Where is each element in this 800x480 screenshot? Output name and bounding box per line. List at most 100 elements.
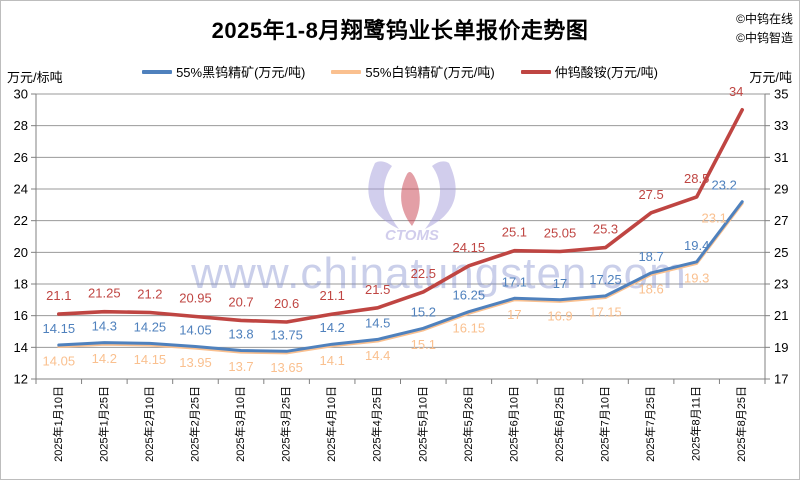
- x-axis-tick-label: 2025年7月25日: [643, 386, 657, 462]
- watermark-logo: CTOMS: [368, 161, 456, 244]
- left-axis-tick-label: 14: [14, 340, 28, 355]
- right-axis-tick-label: 31: [774, 150, 788, 165]
- data-label: 16.25: [453, 288, 486, 303]
- x-axis-labels: 2025年1月10日 2025年1月25日 2025年2月10日 2025年2月25日…: [51, 386, 748, 462]
- data-label: 21.1: [46, 288, 71, 303]
- left-axis-tick-label: 24: [14, 182, 28, 197]
- data-label: 21.25: [88, 286, 121, 301]
- data-label: 23.1: [702, 210, 727, 225]
- right-axis: 17 19 21 23 25 27 29 31 33 35: [765, 87, 788, 387]
- data-label: 19.3: [684, 270, 709, 285]
- left-axis-tick-label: 26: [14, 150, 28, 165]
- legend-label-1: 55%白钨精矿(万元/吨): [365, 65, 495, 80]
- data-label: 16.9: [547, 308, 572, 323]
- legend-item-2: 仲钨酸铵(万元/吨): [520, 62, 658, 81]
- x-axis-tick-label: 2025年3月25日: [279, 386, 293, 462]
- x-axis-tick-label: 2025年2月10日: [142, 386, 156, 462]
- data-label: 14.4: [365, 348, 390, 363]
- data-label: 13.75: [270, 327, 303, 342]
- left-axis-tick-label: 22: [14, 213, 28, 228]
- data-label: 27.5: [638, 187, 663, 202]
- data-label: 18.7: [638, 249, 663, 264]
- right-axis-tick-label: 25: [774, 245, 788, 260]
- data-label: 34: [729, 84, 743, 99]
- data-label: 13.65: [270, 360, 303, 375]
- legend-item-0: 55%黑钨精矿(万元/吨): [142, 62, 305, 81]
- data-label: 14.2: [320, 320, 345, 335]
- x-axis-tick-label: 2025年6月10日: [506, 386, 520, 462]
- x-axis-tick-label: 2025年6月25日: [552, 386, 566, 462]
- right-axis-tick-label: 33: [774, 118, 788, 133]
- x-axis-tick-label: 2025年7月10日: [598, 386, 612, 462]
- x-axis-tick-label: 2025年3月10日: [233, 386, 247, 462]
- x-axis-tick-label: 2025年5月26日: [461, 386, 475, 462]
- data-label: 21.2: [137, 287, 162, 302]
- right-axis-tick-label: 19: [774, 340, 788, 355]
- logo-center-flame: [401, 171, 420, 226]
- right-axis-tick-label: 35: [774, 87, 788, 102]
- data-label: 17: [553, 276, 567, 291]
- data-label: 14.05: [43, 354, 76, 369]
- legend-swatch-1: [331, 69, 362, 74]
- left-axis-tick-label: 16: [14, 308, 28, 323]
- credit-line-2: ©中钨智造: [736, 30, 793, 45]
- left-axis-tick-label: 12: [14, 372, 28, 387]
- data-label: 17.25: [589, 272, 622, 287]
- x-axis-tick-label: 2025年4月10日: [324, 386, 338, 462]
- legend-label-0: 55%黑钨精矿(万元/吨): [176, 65, 306, 80]
- data-label: 14.1: [320, 353, 345, 368]
- legend-label-2: 仲钨酸铵(万元/吨): [554, 65, 658, 80]
- legend-swatch-2: [520, 69, 551, 74]
- data-label: 20.95: [179, 291, 212, 306]
- logo-right-petal: [425, 161, 456, 229]
- chart-title: 2025年1-8月翔鹭钨业长单报价走势图: [211, 18, 589, 43]
- right-axis-tick-label: 27: [774, 213, 788, 228]
- watermark-text: www.chinatungsten.com: [190, 249, 686, 298]
- data-label: 14.3: [92, 319, 117, 334]
- left-axis-unit-label: 万元/标吨: [7, 70, 63, 85]
- logo-left-petal: [368, 161, 399, 229]
- right-axis-tick-label: 23: [774, 277, 788, 292]
- data-label: 21.5: [365, 282, 390, 297]
- x-axis-tick-label: 2025年8月25日: [734, 386, 748, 462]
- legend-swatch-0: [142, 69, 173, 74]
- data-labels-1: 14.05 14.2 14.15 13.95 13.7 13.65 14.1 14.4 15.1…: [43, 210, 727, 375]
- data-label: 13.95: [179, 355, 212, 370]
- x-axis-tick-label: 2025年2月25日: [187, 386, 201, 462]
- data-label: 24.15: [453, 240, 486, 255]
- credit-line-1: ©中钨在线: [736, 12, 793, 26]
- data-label: 14.2: [92, 351, 117, 366]
- data-label: 15.1: [411, 337, 436, 352]
- right-axis-unit-label: 万元/吨: [749, 70, 792, 85]
- data-label: 22.5: [411, 266, 436, 281]
- data-label: 17.1: [502, 274, 527, 289]
- x-axis-tick-label: 2025年4月25日: [370, 386, 384, 462]
- data-label: 23.2: [712, 178, 737, 193]
- data-label: 14.15: [134, 352, 167, 367]
- data-label: 20.7: [228, 294, 253, 309]
- series-line-2: [56, 108, 745, 324]
- data-label: 20.6: [274, 296, 299, 311]
- data-label: 13.8: [228, 327, 253, 342]
- right-axis-tick-label: 17: [774, 372, 788, 387]
- data-label: 18.6: [638, 282, 663, 297]
- data-label: 14.15: [43, 321, 76, 336]
- data-label: 13.7: [228, 359, 253, 374]
- logo-text: CTOMS: [385, 227, 439, 244]
- series-line-0: [57, 200, 744, 353]
- data-labels-2: 21.1 21.25 21.2 20.95 20.7 20.6 21.1 21.5 22.5 24…: [46, 84, 743, 311]
- data-label: 14.05: [179, 323, 212, 338]
- data-label: 21.1: [320, 288, 345, 303]
- data-label: 28.5: [684, 171, 709, 186]
- chart-legend: 55%黑钨精矿(万元/吨) 55%白钨精矿(万元/吨) 仲钨酸铵(万元/吨): [1, 62, 799, 81]
- data-label: 15.2: [411, 304, 436, 319]
- data-label: 17: [507, 307, 521, 322]
- data-label: 17.15: [589, 305, 622, 320]
- credits: ©中钨在线 ©中钨智造: [736, 10, 793, 47]
- data-label: 14.5: [365, 315, 390, 330]
- data-label: 14.25: [134, 319, 167, 334]
- data-labels-0: 14.15 14.3 14.25 14.05 13.8 13.75 14.2 14.5 15.2…: [43, 178, 737, 343]
- data-label: 16.15: [453, 320, 486, 335]
- left-axis-tick-label: 30: [14, 87, 28, 102]
